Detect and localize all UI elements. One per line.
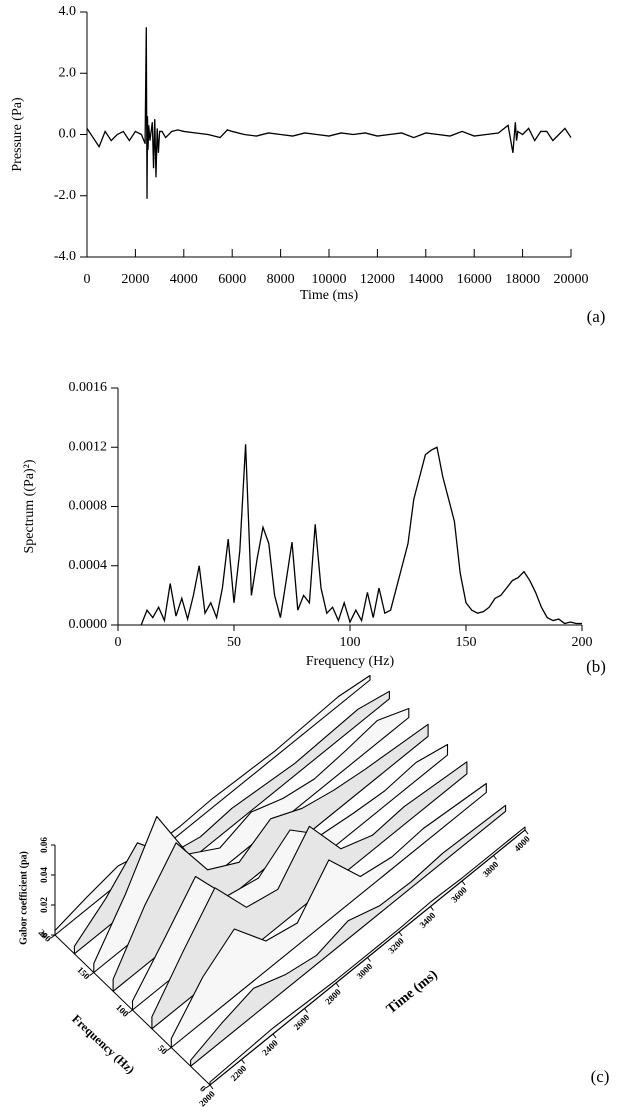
x-tick	[367, 957, 371, 962]
z-tick-label: 0.06	[39, 837, 49, 853]
y-tick-label: 0.0012	[69, 439, 108, 454]
panel-label: (c)	[591, 1067, 610, 1086]
y-axis-title: Frequency (Hz)	[69, 1012, 137, 1077]
x-tick	[304, 1008, 308, 1013]
x-tick	[430, 906, 434, 911]
x-axis-title: Time (ms)	[300, 288, 359, 303]
x-tick-label: 18000	[505, 272, 540, 287]
y-tick	[89, 972, 95, 976]
data-line	[86, 27, 572, 199]
y-tick	[128, 1009, 133, 1014]
panel-label: (a)	[587, 307, 606, 326]
y-tick-label: 0.0004	[69, 558, 108, 573]
y-tick-label: 2.0	[59, 65, 77, 80]
x-tick	[272, 1033, 277, 1039]
x-tick	[335, 982, 340, 988]
y-tick-label: 0.0016	[69, 380, 108, 395]
x-tick-label: 0	[84, 272, 91, 287]
x-tick-label: 20000	[554, 272, 589, 287]
x-tick-label: 200	[572, 635, 593, 650]
z-tick-label: 0	[39, 932, 49, 937]
data-line	[140, 444, 582, 626]
y-tick-label: -4.0	[54, 249, 76, 264]
y-tick-label: 100	[114, 1002, 131, 1019]
x-tick	[524, 829, 529, 835]
x-tick-label: 50	[227, 635, 241, 650]
y-tick-label: 50	[156, 1043, 170, 1057]
x-tick	[241, 1059, 245, 1064]
x-axis-title: Frequency (Hz)	[306, 654, 395, 669]
z-tick-label: 0.02	[39, 897, 49, 913]
x-tick-label: 4000	[170, 272, 198, 287]
y-tick-label: 0.0000	[69, 617, 108, 632]
x-tick-label: 100	[340, 635, 361, 650]
x-tick	[461, 880, 466, 886]
x-tick-label: 16000	[457, 272, 492, 287]
y-axis-title: Spectrum ((Pa)²)	[22, 459, 37, 553]
y-tick-label: 150	[75, 965, 92, 982]
x-tick-label: 12000	[360, 272, 395, 287]
x-tick-label: 6000	[218, 272, 246, 287]
x-axis-title: Time (ms)	[384, 967, 441, 1017]
y-axis-title: Pressure (Pa)	[10, 97, 25, 172]
z-axis-title: Gabor coefficient (pa)	[18, 851, 29, 945]
y-tick-label: -2.0	[54, 188, 76, 203]
y-tick-label: 0.0	[59, 127, 77, 142]
y-tick-label: 0	[198, 1084, 209, 1095]
surface-strip	[170, 782, 487, 1049]
x-tick-label: 10000	[312, 272, 347, 287]
x-tick-label: 14000	[408, 272, 443, 287]
x-tick	[493, 855, 497, 860]
y-tick-label: 4.0	[59, 4, 77, 19]
x-tick	[398, 931, 403, 937]
y-tick	[166, 1047, 172, 1051]
y-tick	[205, 1084, 211, 1089]
x-tick-label: 0	[115, 635, 122, 650]
surface-strip	[209, 826, 526, 1086]
panel-label: (b)	[586, 657, 606, 676]
y-tick-label: 0.0008	[69, 499, 108, 514]
x-tick-label: 150	[456, 635, 477, 650]
x-tick	[209, 1084, 214, 1090]
surface-strip	[190, 804, 507, 1067]
x-tick-label: 8000	[267, 272, 295, 287]
z-tick-label: 0.04	[39, 867, 49, 883]
x-tick-label: 2000	[121, 272, 149, 287]
